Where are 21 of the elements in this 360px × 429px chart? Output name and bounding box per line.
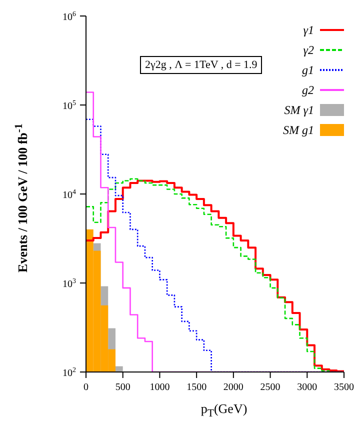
- legend-label: SM g1: [283, 122, 314, 138]
- y-tick-label: 10$^{5}$: [62, 99, 76, 112]
- legend-label: γ1: [303, 22, 314, 38]
- x-tick-label: 1000: [150, 382, 170, 393]
- x-tick-label: 2000: [223, 382, 244, 393]
- legend-label: SM γ1: [284, 102, 314, 118]
- y-tick-label: 10$^{3}$: [62, 277, 76, 290]
- x-tick-label: 1500: [186, 382, 207, 393]
- x-tick-label: 500: [115, 382, 130, 393]
- legend-label: g2: [302, 82, 314, 98]
- x-axis-title: p$_{T}$(GeV): [200, 401, 248, 420]
- y-tick-label: 10$^{6}$: [62, 10, 76, 23]
- y-tick-label: 10$^{4}$: [62, 188, 76, 201]
- x-tick-label: 3000: [297, 382, 318, 393]
- x-tick-label: 2500: [260, 382, 280, 393]
- x-tick-label: 3500: [334, 382, 354, 393]
- annotation: 2γ2g , Λ = 1TeV , d = 1.9: [140, 56, 262, 74]
- x-tick-label: 0: [84, 382, 88, 393]
- legend-label: g1: [302, 62, 314, 78]
- y-tick-label: 10$^{2}$: [62, 366, 76, 379]
- legend-label: γ2: [303, 42, 314, 58]
